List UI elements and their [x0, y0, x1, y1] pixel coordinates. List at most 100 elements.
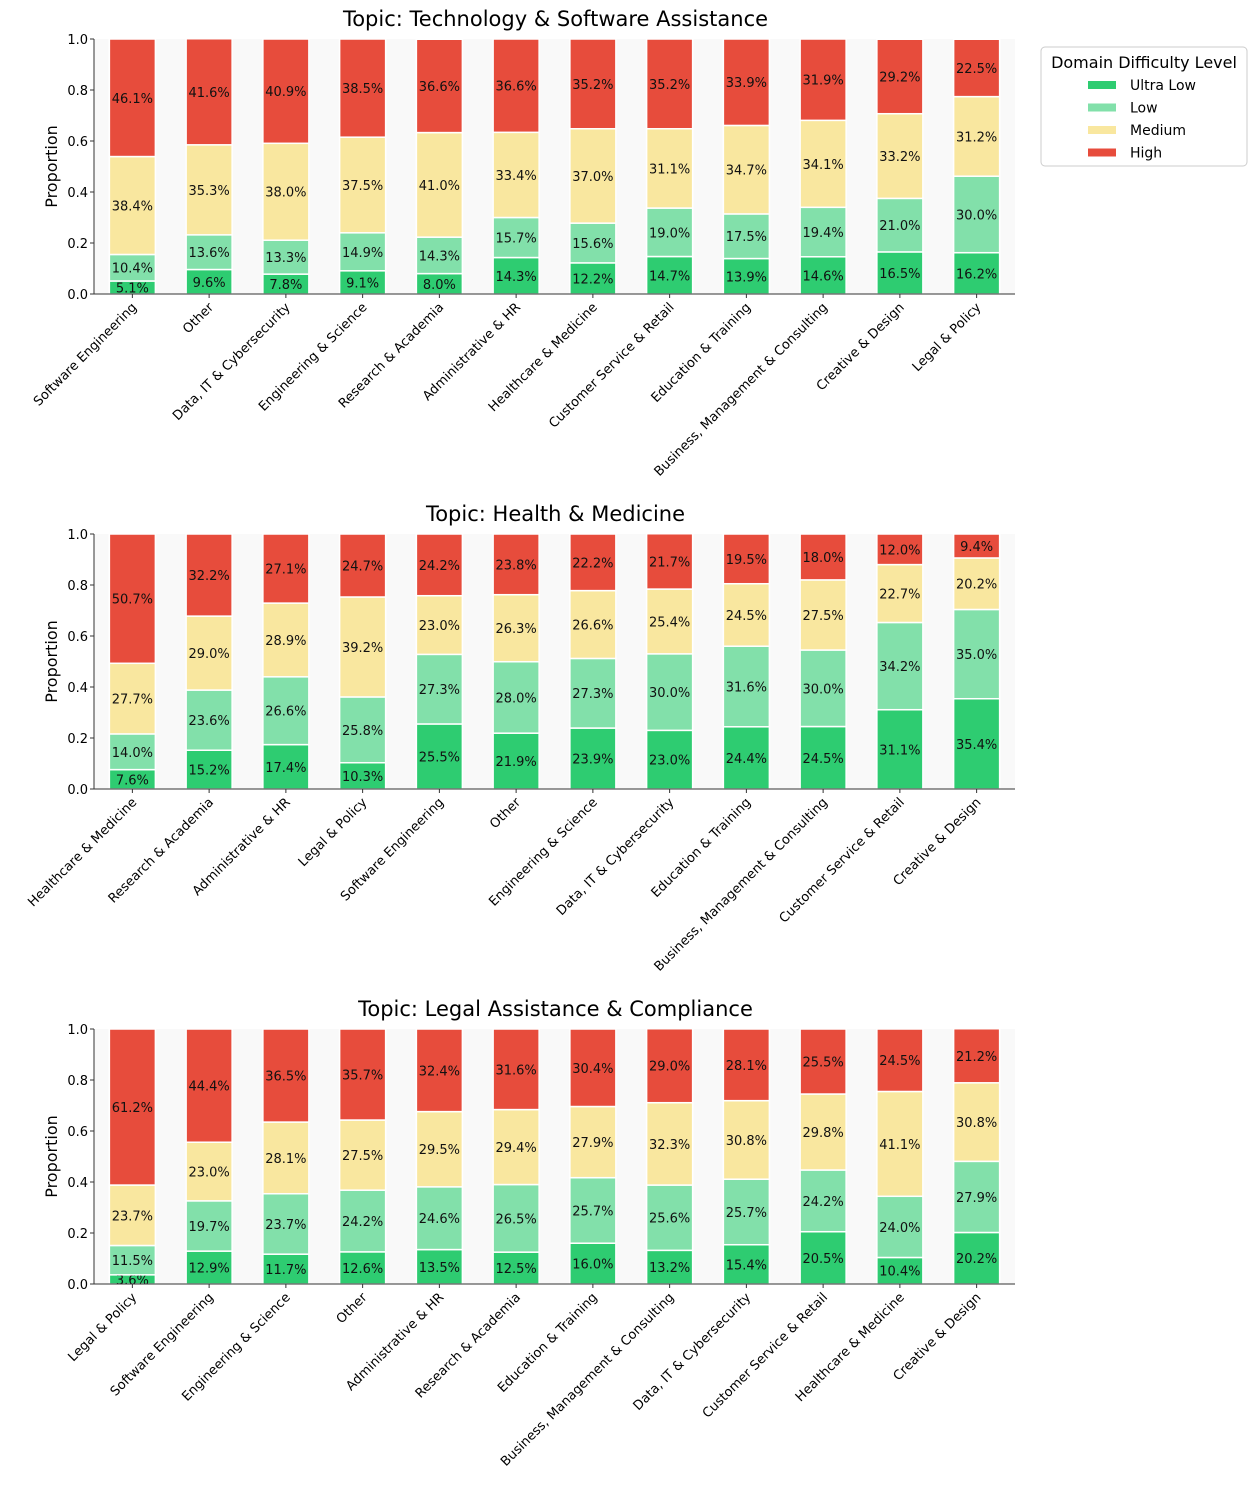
- x-tick-label: Software Engineering: [31, 300, 140, 409]
- bar-segment-high: [415, 38, 464, 134]
- data-label: 38.0%: [265, 186, 306, 201]
- legend-label: Ultra Low: [1130, 78, 1196, 94]
- data-label: 7.6%: [116, 773, 149, 788]
- bar-segment-high: [876, 533, 924, 566]
- bar-segment-medium: [952, 557, 1001, 611]
- bar-segment-medium: [799, 119, 847, 209]
- data-label: 24.5%: [802, 752, 843, 767]
- data-label: 8.0%: [423, 278, 456, 293]
- data-label: 31.6%: [495, 1063, 536, 1078]
- bar-segment-high: [722, 533, 771, 585]
- data-label: 29.4%: [495, 1141, 536, 1156]
- bar-segment-low: [645, 207, 694, 258]
- bar-segment-medium: [722, 582, 771, 647]
- data-label: 23.7%: [265, 1218, 306, 1233]
- data-label: 34.7%: [726, 164, 767, 179]
- bar-segment-low: [185, 1200, 233, 1252]
- data-label: 40.9%: [265, 85, 306, 100]
- data-label: 24.7%: [342, 559, 383, 574]
- y-tick-label: 1.0: [67, 33, 88, 48]
- bar-segment-medium: [799, 579, 847, 651]
- data-label: 9.4%: [960, 540, 993, 555]
- data-label: 13.6%: [188, 246, 229, 261]
- bar-segment-medium: [262, 602, 310, 678]
- bar-segment-low: [952, 1160, 1001, 1234]
- bar-segment-high: [722, 1028, 771, 1102]
- bar-segment-high: [569, 38, 617, 130]
- bar-segment-high: [415, 1028, 464, 1113]
- data-label: 35.4%: [956, 738, 997, 753]
- bar-segment-high: [645, 532, 694, 590]
- bar-segment-medium: [492, 593, 540, 663]
- data-label: 34.1%: [802, 158, 843, 173]
- data-label: 27.1%: [265, 563, 306, 578]
- bar-segment-ultra-low: [415, 723, 464, 790]
- data-label: 32.2%: [188, 569, 229, 584]
- data-label: 24.2%: [802, 1195, 843, 1210]
- data-label: 21.7%: [649, 555, 690, 570]
- x-tick-label: Creative & Design: [814, 300, 908, 394]
- plot-area: [94, 39, 1015, 294]
- y-tick-label: 0.6: [67, 135, 88, 150]
- x-tick-label: Business, Management & Consulting: [498, 1290, 677, 1469]
- bar-segment-medium: [722, 124, 771, 215]
- data-label: 26.3%: [495, 622, 536, 637]
- data-label: 26.5%: [495, 1212, 536, 1227]
- data-label: 23.0%: [188, 1166, 229, 1181]
- data-label: 32.3%: [649, 1138, 690, 1153]
- x-tick-label: Other: [487, 795, 524, 832]
- data-label: 19.0%: [649, 226, 690, 241]
- bar-segment-ultra-low: [569, 727, 617, 790]
- data-label: 17.4%: [265, 761, 306, 776]
- bar-segment-low: [799, 649, 847, 728]
- data-label: 37.5%: [342, 179, 383, 194]
- y-tick-label: 0.0: [67, 288, 88, 303]
- bar-segment-low: [262, 676, 310, 746]
- bar-segment-medium: [108, 155, 157, 256]
- data-label: 15.2%: [188, 764, 229, 779]
- data-label: 44.4%: [188, 1080, 229, 1095]
- data-label: 23.8%: [495, 558, 536, 573]
- data-label: 3.6%: [116, 1273, 149, 1288]
- data-label: 30.8%: [956, 1116, 997, 1131]
- y-tick-label: 0.2: [67, 732, 88, 747]
- data-label: 24.2%: [419, 559, 460, 574]
- data-label: 29.2%: [879, 70, 920, 85]
- bar-segment-low: [338, 1189, 387, 1253]
- data-label: 24.2%: [342, 1215, 383, 1230]
- x-tick-label: Legal & Policy: [66, 1290, 141, 1365]
- y-tick-label: 0.4: [67, 681, 88, 696]
- bar-segment-low: [262, 1192, 310, 1255]
- bar-segment-high: [185, 533, 233, 617]
- data-label: 24.6%: [419, 1212, 460, 1227]
- bar-segment-low: [415, 236, 464, 275]
- x-tick-label: Legal & Policy: [296, 795, 371, 870]
- data-label: 29.0%: [649, 1060, 690, 1075]
- bar-segment-ultra-low: [722, 726, 771, 790]
- bar-segment-low: [722, 645, 771, 728]
- bar-segment-high: [799, 1028, 847, 1095]
- legend-title: Domain Difficulty Level: [1051, 53, 1237, 72]
- data-label: 30.0%: [649, 686, 690, 701]
- data-label: 36.5%: [265, 1070, 306, 1085]
- data-label: 19.7%: [188, 1220, 229, 1235]
- x-tick-label: Customer Service & Retail: [777, 795, 908, 926]
- legend-label: High: [1130, 146, 1162, 162]
- chart-title: Topic: Health & Medicine: [425, 502, 685, 526]
- data-label: 10.4%: [879, 1265, 920, 1280]
- bar-segment-high: [492, 533, 540, 596]
- data-label: 10.4%: [112, 262, 153, 277]
- data-label: 15.6%: [572, 237, 613, 252]
- y-tick-label: 0.6: [67, 1125, 88, 1140]
- chart-panel-2: Topic: Health & Medicine Proportion 7.6% 14…: [25, 502, 1015, 975]
- y-tick-label: 1.0: [67, 1023, 88, 1038]
- data-label: 41.0%: [419, 179, 460, 194]
- bar-segment-ultra-low: [569, 262, 617, 295]
- y-tick-label: 0.2: [67, 237, 88, 252]
- y-tick-label: 0.6: [67, 630, 88, 645]
- data-label: 20.2%: [956, 578, 997, 593]
- bar-segment-medium: [108, 662, 157, 735]
- data-label: 14.9%: [342, 246, 383, 261]
- bar-segment-medium: [569, 1105, 617, 1179]
- bar-segment-ultra-low: [415, 1248, 464, 1285]
